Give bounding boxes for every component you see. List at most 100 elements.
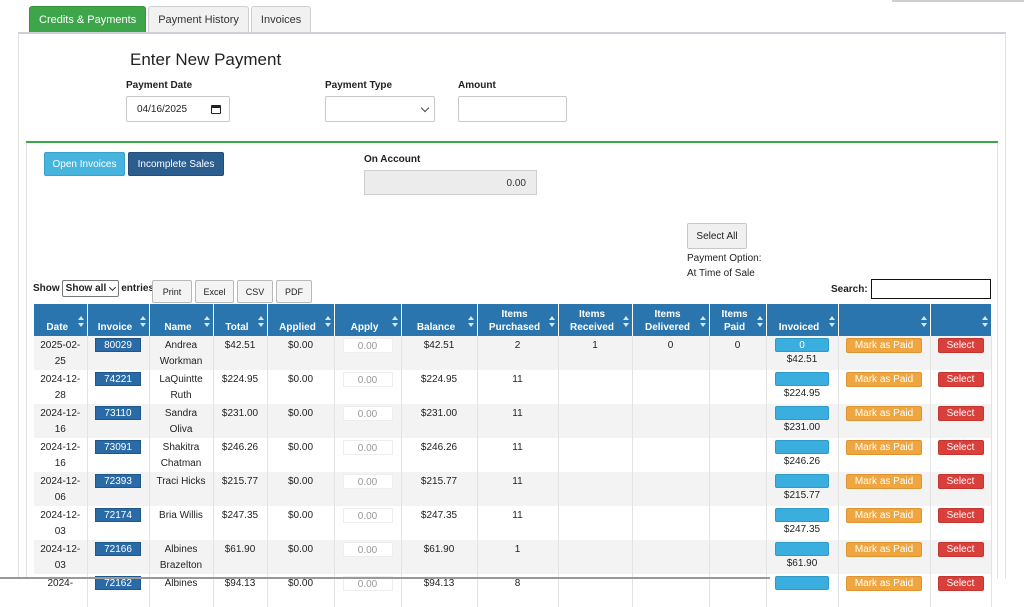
invoice-link[interactable]: 72174 xyxy=(95,508,141,522)
column-header-apply[interactable]: Apply xyxy=(334,304,402,336)
column-header-mark-paid[interactable] xyxy=(838,304,931,336)
show-entries-select[interactable]: Show all xyxy=(61,280,120,297)
top-edge-line xyxy=(892,0,1024,2)
invoice-table: Date Invoice Name Total Applied Apply Ba… xyxy=(34,304,992,607)
cell-balance: $231.00 xyxy=(401,404,478,438)
payment-option-value: At Time of Sale xyxy=(687,268,755,279)
cell-mark-paid: Mark as Paid xyxy=(838,540,931,574)
mark-as-paid-button[interactable]: Mark as Paid xyxy=(846,508,922,523)
search-input[interactable] xyxy=(871,279,991,299)
select-button[interactable]: Select xyxy=(937,576,984,591)
select-all-button[interactable]: Select All xyxy=(687,223,747,249)
payment-date-field[interactable]: 04/16/2025 xyxy=(126,96,230,122)
mark-as-paid-button[interactable]: Mark as Paid xyxy=(846,542,922,557)
invoiced-amount: $247.35 xyxy=(783,524,821,535)
excel-button[interactable]: Excel xyxy=(195,280,234,303)
invoice-link[interactable]: 73091 xyxy=(95,440,141,454)
invoiced-button[interactable] xyxy=(775,440,829,454)
invoiced-button[interactable] xyxy=(775,508,829,522)
invoiced-button[interactable] xyxy=(775,406,829,420)
invoiced-button[interactable]: 0 xyxy=(775,338,829,352)
tab-credits-payments[interactable]: Credits & Payments xyxy=(29,6,147,32)
payment-date-label: Payment Date xyxy=(126,80,193,91)
mark-as-paid-button[interactable]: Mark as Paid xyxy=(846,338,922,353)
cell-total: $247.35 xyxy=(213,506,268,540)
mark-as-paid-button[interactable]: Mark as Paid xyxy=(846,474,922,489)
table-row[interactable]: 2024-12-16 73091 Shakitra Chatman $246.26 $0… xyxy=(34,438,992,472)
cell-date: 2024-12-28 xyxy=(34,370,88,404)
apply-input[interactable]: 0.00 xyxy=(342,542,393,557)
column-header-select[interactable] xyxy=(930,304,992,336)
invoiced-button[interactable] xyxy=(775,542,829,556)
incomplete-sales-button[interactable]: Incomplete Sales xyxy=(128,152,224,176)
column-header-date[interactable]: Date xyxy=(34,304,88,336)
column-header-invoiced[interactable]: Invoiced xyxy=(766,304,839,336)
invoiced-button[interactable] xyxy=(775,372,829,386)
cell-applied: $0.00 xyxy=(267,370,335,404)
cell-balance: $215.77 xyxy=(401,472,478,506)
column-header-balance[interactable]: Balance xyxy=(401,304,478,336)
select-button[interactable]: Select xyxy=(937,440,984,455)
tab-payment-history[interactable]: Payment History xyxy=(148,6,249,32)
print-button[interactable]: Print xyxy=(152,280,192,303)
entries-label: entries xyxy=(121,283,155,294)
table-row[interactable]: 2024-12-06 72393 Traci Hicks $215.77 $0.00 0.… xyxy=(34,472,992,506)
calendar-icon[interactable] xyxy=(211,104,221,114)
invoice-link[interactable]: 80029 xyxy=(95,338,141,352)
apply-input[interactable]: 0.00 xyxy=(342,474,393,489)
mark-as-paid-button[interactable]: Mark as Paid xyxy=(846,576,922,591)
table-row[interactable]: 2024-12-16 73110 Sandra Oliva $231.00 $0.00 0… xyxy=(34,404,992,438)
table-row[interactable]: 2024-12-03 72166 Albines Brazelton $61.90 $0… xyxy=(34,540,992,574)
column-header-items-purchased[interactable]: Items Purchased xyxy=(477,304,559,336)
csv-button[interactable]: CSV xyxy=(237,280,273,303)
invoice-link[interactable]: 72393 xyxy=(95,474,141,488)
cell-items-delivered xyxy=(632,438,710,472)
table-row[interactable]: 2024-12-28 74221 LaQuintte Ruth $224.95 $0.0… xyxy=(34,370,992,404)
cell-select: Select xyxy=(930,540,992,574)
select-button[interactable]: Select xyxy=(937,406,984,421)
open-invoices-button[interactable]: Open Invoices xyxy=(44,152,125,176)
column-header-name[interactable]: Name xyxy=(149,304,214,336)
column-header-applied[interactable]: Applied xyxy=(267,304,335,336)
mark-as-paid-button[interactable]: Mark as Paid xyxy=(846,372,922,387)
cell-invoice: 80029 xyxy=(87,336,150,370)
apply-input[interactable]: 0.00 xyxy=(342,372,393,387)
invoice-link[interactable]: 72166 xyxy=(95,542,141,556)
payment-type-select[interactable] xyxy=(325,96,435,122)
select-button[interactable]: Select xyxy=(937,474,984,489)
column-header-total[interactable]: Total xyxy=(213,304,268,336)
cell-apply: 0.00 xyxy=(334,336,402,370)
mark-as-paid-button[interactable]: Mark as Paid xyxy=(846,440,922,455)
horizontal-scrollbar[interactable] xyxy=(0,577,770,579)
select-button[interactable]: Select xyxy=(937,338,984,353)
table-row[interactable]: 2025-02-25 80029 Andrea Workman $42.51 $0.00… xyxy=(34,336,992,370)
apply-input[interactable]: 0.00 xyxy=(342,338,393,353)
apply-input[interactable]: 0.00 xyxy=(342,508,393,523)
apply-input[interactable]: 0.00 xyxy=(342,406,393,421)
column-header-items-received[interactable]: Items Received xyxy=(558,304,633,336)
column-header-items-delivered[interactable]: Items Delivered xyxy=(632,304,710,336)
pdf-button[interactable]: PDF xyxy=(276,280,312,303)
select-button[interactable]: Select xyxy=(937,508,984,523)
payment-type-label: Payment Type xyxy=(325,80,393,91)
mark-as-paid-button[interactable]: Mark as Paid xyxy=(846,406,922,421)
select-button[interactable]: Select xyxy=(937,372,984,387)
tab-invoices[interactable]: Invoices xyxy=(250,6,312,32)
inner-border-right xyxy=(997,143,998,579)
inner-border-left xyxy=(26,143,27,579)
invoiced-button[interactable] xyxy=(775,474,829,488)
table-row[interactable]: 2024-12-03 72174 Bria Willis $247.35 $0.00 0.… xyxy=(34,506,992,540)
apply-input[interactable]: 0.00 xyxy=(342,440,393,455)
cell-name: LaQuintte Ruth xyxy=(149,370,214,404)
invoice-link[interactable]: 74221 xyxy=(95,372,141,386)
select-button[interactable]: Select xyxy=(937,542,984,557)
cell-select: Select xyxy=(930,336,992,370)
column-header-items-paid[interactable]: Items Paid xyxy=(709,304,767,336)
payment-date-value: 04/16/2025 xyxy=(137,103,188,115)
invoiced-button[interactable] xyxy=(775,576,829,590)
amount-input[interactable] xyxy=(458,96,567,122)
invoice-link[interactable]: 73110 xyxy=(95,406,141,420)
cell-invoice: 73110 xyxy=(87,404,150,438)
column-header-invoice[interactable]: Invoice xyxy=(87,304,150,336)
invoiced-amount: $61.90 xyxy=(786,558,818,569)
